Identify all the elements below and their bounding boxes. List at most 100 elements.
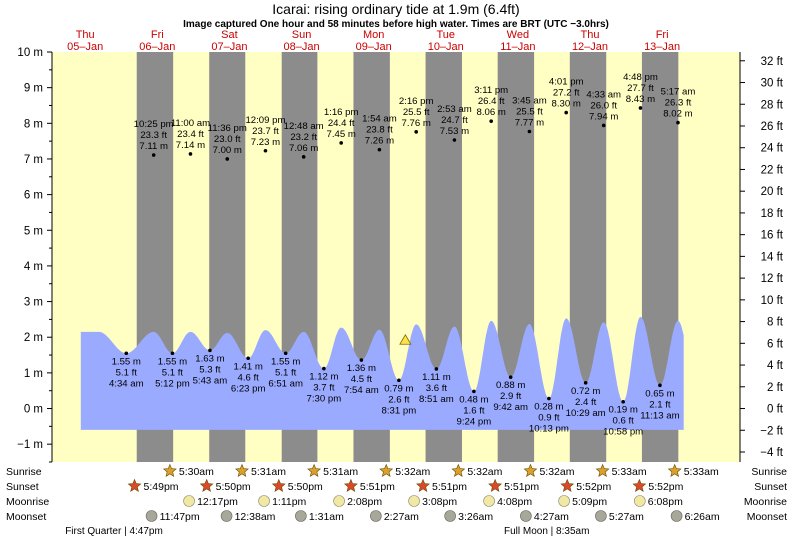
sunrise-star-icon (595, 463, 610, 477)
high-tide-feet: 23.0 ft (214, 134, 241, 145)
low-tide-dot (322, 366, 326, 371)
high-tide-dot (601, 123, 606, 128)
high-tide-time: 11:36 pm (208, 123, 247, 134)
high-tide-meters: 7.00 m (213, 145, 242, 156)
low-tide-feet: 1.6 ft (463, 405, 485, 416)
low-tide-feet: 4.6 ft (237, 372, 259, 383)
low-tide-dot (124, 351, 129, 356)
low-tide-meters: 1.55 m (271, 356, 300, 367)
tide-curve (80, 316, 684, 430)
day-date-label: 12–Jan (572, 41, 608, 53)
moonset-icon (670, 510, 683, 522)
right-axis-tick-label: 18 ft (761, 208, 784, 220)
high-tide-meters: 8.30 m (552, 99, 581, 110)
day-name-label: Wed (507, 29, 529, 41)
sunset-star-icon (343, 478, 358, 492)
astronomy-rows: Sunrise Sunrise Sunset Sunset Moonrise Moonri… (6, 463, 787, 537)
low-tide-time: 6:51 am (268, 378, 303, 389)
high-tide-dot (489, 119, 493, 123)
row-label-left: Sunrise (6, 466, 42, 478)
moonset-time: 4:27am (534, 511, 569, 523)
low-tide-time: 7:30 pm (307, 394, 342, 405)
high-tide-dot (638, 106, 643, 110)
day-labels: Thu05–JanFri06–JanSat07–JanSun08–JanMon0… (67, 29, 680, 53)
low-tide-feet: 0.9 ft (538, 413, 560, 424)
day-date-label: 11–Jan (500, 41, 535, 53)
low-tide-feet: 2.9 ft (500, 391, 522, 402)
high-tide-dot (452, 138, 457, 142)
right-axis-tick-label: −2 ft (760, 425, 784, 437)
high-tide-time: 4:33 am (586, 89, 621, 100)
low-tide-dot (283, 351, 288, 356)
low-tide-dot (434, 367, 439, 371)
sunset-star-icon (199, 478, 214, 492)
moonset-icon (370, 510, 382, 522)
high-tide-dot (301, 155, 306, 159)
low-tide-feet: 2.1 ft (649, 399, 671, 410)
high-tide-time: 3:11 pm (474, 85, 508, 96)
moonset-icon (295, 510, 307, 522)
high-tide-time: 5:17 am (661, 87, 696, 98)
moonrise-time: 5:09pm (572, 496, 607, 508)
high-tide-dot (377, 147, 382, 152)
day-date-label: 10–Jan (428, 41, 464, 53)
day-date-label: 13–Jan (644, 41, 680, 53)
day-name-label: Thu (581, 29, 600, 41)
high-tide-feet: 23.3 ft (140, 130, 167, 141)
right-axis-tick-label: 24 ft (761, 143, 784, 155)
moonrise-icon (634, 495, 646, 507)
row-label-right: Sunset (754, 481, 787, 493)
left-axis-tick-label: 0 m (24, 404, 43, 416)
low-tide-time: 10:13 pm (529, 424, 569, 435)
moonset-icon (220, 510, 233, 522)
day-name-label: Mon (363, 29, 384, 41)
high-tide-time: 4:01 pm (549, 77, 584, 88)
day-name-label: Sun (292, 29, 312, 41)
high-tide-time: 12:48 am (284, 121, 324, 132)
high-tide-feet: 24.4 ft (328, 118, 355, 129)
low-tide-meters: 1.11 m (422, 372, 451, 383)
sunset-time: 5:49pm (144, 481, 179, 493)
right-axis-tick-label: 22 ft (761, 164, 784, 176)
high-tide-meters: 7.76 m (402, 118, 431, 129)
low-tide-feet: 5.3 ft (199, 364, 221, 375)
day-date-label: 06–Jan (139, 41, 175, 53)
right-axis-tick-label: 32 ft (761, 56, 784, 68)
low-tide-time: 11:13 am (640, 410, 679, 421)
high-tide-meters: 7.77 m (515, 118, 544, 129)
low-tide-time: 9:24 pm (457, 416, 492, 427)
high-tide-dot (263, 148, 268, 153)
day-name-label: Tue (436, 29, 455, 41)
day-name-label: Fri (656, 29, 669, 41)
high-tide-meters: 7.94 m (589, 111, 618, 122)
high-tide-feet: 23.7 ft (252, 126, 279, 137)
sunset-time: 5:50pm (288, 481, 323, 493)
right-axis-tick-label: 0 ft (767, 404, 784, 416)
left-axis-tick-label: 6 m (24, 190, 43, 202)
high-tide-dot (676, 120, 680, 125)
low-tide-meters: 0.79 m (384, 383, 413, 394)
moonrise-icon (558, 495, 570, 507)
sunrise-time: 5:31am (251, 466, 286, 478)
right-axis-tick-label: 30 ft (761, 78, 784, 90)
high-tide-feet: 26.4 ft (478, 96, 505, 107)
low-tide-meters: 1.55 m (158, 356, 187, 367)
moonrise-icon (258, 495, 270, 507)
low-tide-feet: 5.1 ft (275, 367, 297, 378)
low-tide-dot (246, 356, 250, 361)
high-tide-meters: 8.02 m (663, 109, 692, 120)
low-tide-time: 9:42 am (493, 402, 528, 413)
low-tide-meters: 1.55 m (112, 356, 141, 367)
sunrise-time: 5:32am (467, 466, 502, 478)
high-tide-feet: 27.2 ft (553, 88, 580, 99)
high-tide-meters: 7.14 m (176, 140, 205, 151)
sunrise-time: 5:33am (612, 466, 647, 478)
right-axis-tick-label: 8 ft (767, 317, 784, 329)
high-tide-feet: 26.3 ft (665, 98, 692, 109)
low-tide-meters: 1.63 m (195, 353, 224, 364)
left-axis-tick-label: 2 m (24, 332, 43, 344)
low-tide-feet: 3.7 ft (313, 383, 335, 394)
sunset-time: 5:51pm (504, 481, 539, 493)
